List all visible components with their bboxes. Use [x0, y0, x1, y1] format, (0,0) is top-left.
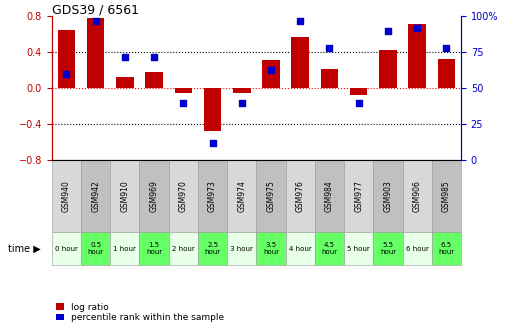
Legend: log ratio, percentile rank within the sample: log ratio, percentile rank within the sa…: [56, 303, 224, 322]
Text: 3.5
hour: 3.5 hour: [263, 242, 279, 255]
Text: GSM985: GSM985: [442, 180, 451, 212]
Bar: [432, 160, 461, 232]
Bar: [139, 160, 169, 232]
Point: [267, 67, 275, 72]
Bar: [379, 50, 397, 88]
Text: 5.5
hour: 5.5 hour: [380, 242, 396, 255]
Bar: [256, 232, 285, 265]
Bar: [344, 160, 373, 232]
Text: 3 hour: 3 hour: [231, 246, 253, 251]
Bar: [175, 88, 192, 93]
Text: 0 hour: 0 hour: [55, 246, 78, 251]
Bar: [169, 232, 198, 265]
Point: [413, 25, 421, 30]
Bar: [146, 72, 163, 88]
Point: [62, 71, 70, 77]
Point: [442, 45, 451, 51]
Bar: [110, 232, 139, 265]
Bar: [292, 37, 309, 88]
Text: GSM973: GSM973: [208, 180, 217, 212]
Bar: [373, 232, 402, 265]
Bar: [402, 160, 432, 232]
Bar: [438, 59, 455, 88]
Text: GSM940: GSM940: [62, 180, 71, 212]
Point: [384, 28, 392, 33]
Bar: [350, 88, 367, 95]
Bar: [262, 60, 280, 88]
Point: [179, 100, 188, 105]
Bar: [52, 160, 81, 232]
Point: [208, 140, 217, 146]
Point: [325, 45, 334, 51]
Point: [92, 18, 100, 23]
Bar: [81, 232, 110, 265]
Bar: [227, 160, 256, 232]
Bar: [408, 24, 426, 88]
Text: 4.5
hour: 4.5 hour: [322, 242, 338, 255]
Text: GSM969: GSM969: [150, 180, 159, 212]
Point: [238, 100, 246, 105]
Bar: [321, 69, 338, 88]
Text: GSM942: GSM942: [91, 180, 100, 212]
Text: 1.5
hour: 1.5 hour: [146, 242, 162, 255]
Bar: [285, 160, 315, 232]
Bar: [373, 160, 402, 232]
Bar: [256, 160, 285, 232]
Bar: [169, 160, 198, 232]
Text: 2.5
hour: 2.5 hour: [205, 242, 221, 255]
Text: 0.5
hour: 0.5 hour: [88, 242, 104, 255]
Bar: [52, 232, 81, 265]
Point: [150, 54, 158, 59]
Text: 5 hour: 5 hour: [348, 246, 370, 251]
Text: 6.5
hour: 6.5 hour: [438, 242, 454, 255]
Point: [121, 54, 129, 59]
Point: [354, 100, 363, 105]
Point: [296, 18, 305, 23]
Bar: [285, 232, 315, 265]
Text: GSM910: GSM910: [120, 180, 130, 212]
Bar: [57, 30, 75, 88]
Text: GSM976: GSM976: [296, 180, 305, 212]
Text: 4 hour: 4 hour: [289, 246, 312, 251]
Bar: [81, 160, 110, 232]
Bar: [402, 232, 432, 265]
Text: GSM984: GSM984: [325, 180, 334, 212]
Bar: [227, 232, 256, 265]
Bar: [315, 232, 344, 265]
Bar: [87, 18, 105, 88]
Text: GSM906: GSM906: [413, 180, 422, 212]
Bar: [432, 232, 461, 265]
Bar: [110, 160, 139, 232]
Text: GSM975: GSM975: [267, 180, 276, 212]
Bar: [344, 232, 373, 265]
Text: 2 hour: 2 hour: [172, 246, 195, 251]
Bar: [139, 232, 169, 265]
Bar: [204, 88, 221, 130]
Text: time ▶: time ▶: [8, 244, 40, 253]
Bar: [116, 77, 134, 88]
Text: GSM974: GSM974: [237, 180, 246, 212]
Text: GSM903: GSM903: [383, 180, 393, 212]
Text: GSM977: GSM977: [354, 180, 363, 212]
Bar: [198, 160, 227, 232]
Bar: [233, 88, 251, 93]
Text: 6 hour: 6 hour: [406, 246, 428, 251]
Text: 1 hour: 1 hour: [113, 246, 136, 251]
Bar: [198, 232, 227, 265]
Text: GDS39 / 6561: GDS39 / 6561: [52, 3, 139, 16]
Bar: [315, 160, 344, 232]
Text: GSM970: GSM970: [179, 180, 188, 212]
